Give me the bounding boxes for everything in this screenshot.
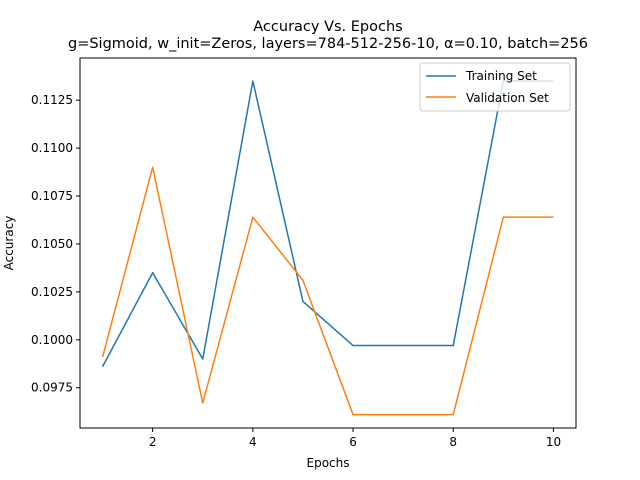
x-axis-label: Epochs xyxy=(307,456,350,470)
chart-subtitle: g=Sigmoid, w_init=Zeros, layers=784-512-… xyxy=(68,36,588,52)
legend-frame xyxy=(419,62,571,112)
y-tick-label: 0.1025 xyxy=(31,285,73,299)
series-line-training-set xyxy=(101,80,554,368)
y-axis: 0.0975 0.1000 0.1025 0.1050 0.1075 0.1100 0.11… xyxy=(31,93,80,395)
x-tick-label: 8 xyxy=(449,435,457,449)
x-tick-label: 6 xyxy=(349,435,357,449)
legend-label-training-set: Training Set xyxy=(465,69,537,83)
series-line-validation-set xyxy=(101,166,554,416)
x-tick-label: 2 xyxy=(149,435,157,449)
x-tick-label: 10 xyxy=(546,435,561,449)
y-tick-label: 0.1000 xyxy=(31,333,73,347)
legend: Training Set Validation Set xyxy=(419,62,571,112)
plot-area: 2 4 6 8 10 0.0975 0.1000 0.1025 0.1050 0.1075 0.1… xyxy=(31,57,577,449)
x-tick-label: 4 xyxy=(249,435,257,449)
axes-frame xyxy=(79,57,577,429)
y-tick-label: 0.1100 xyxy=(31,141,73,155)
y-axis-label: Accuracy xyxy=(2,216,16,271)
legend-label-validation-set: Validation Set xyxy=(466,91,549,105)
series-layer xyxy=(101,80,554,416)
y-tick-label: 0.1125 xyxy=(31,93,73,107)
x-axis: 2 4 6 8 10 xyxy=(149,428,561,449)
y-tick-label: 0.1050 xyxy=(31,237,73,251)
y-tick-label: 0.0975 xyxy=(31,381,73,395)
y-tick-label: 0.1075 xyxy=(31,189,73,203)
chart-title: Accuracy Vs. Epochs xyxy=(253,19,402,35)
